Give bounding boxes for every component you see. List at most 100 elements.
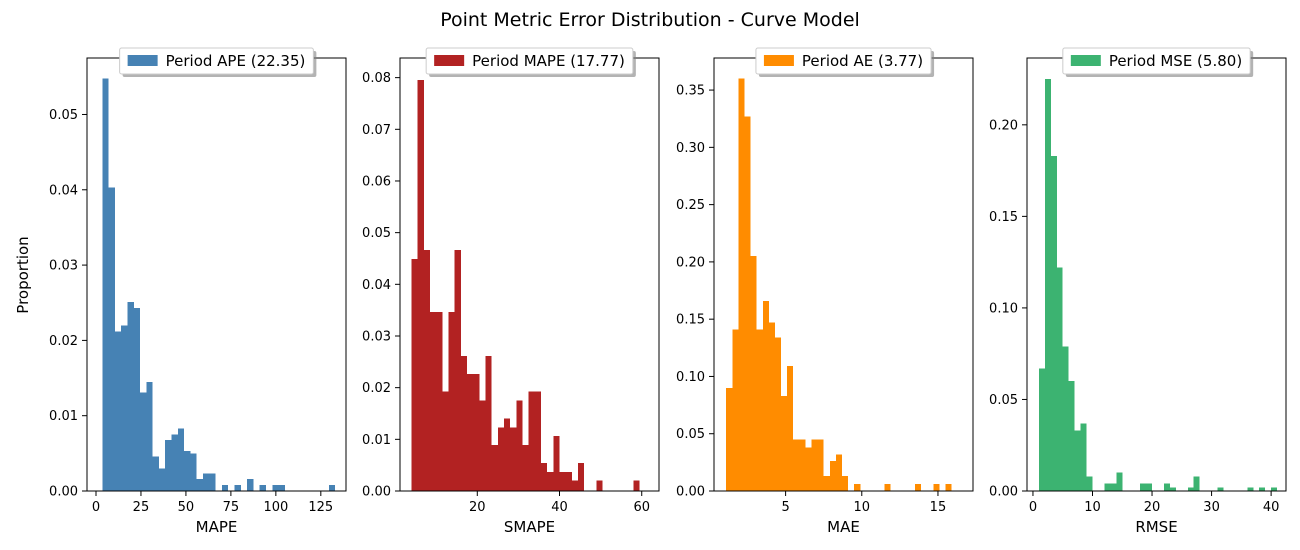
legend-label: Period AE (3.77) bbox=[802, 52, 923, 70]
y-tick-label: 0.00 bbox=[49, 485, 78, 500]
histogram-bar bbox=[915, 484, 922, 491]
y-tick-label: 0.03 bbox=[49, 259, 78, 274]
histogram-bar bbox=[1038, 368, 1045, 491]
histogram-bar bbox=[565, 471, 572, 491]
histogram-bar bbox=[108, 187, 115, 491]
histogram-bar bbox=[522, 445, 529, 491]
y-tick-label: 0.01 bbox=[49, 409, 78, 424]
histogram-bar bbox=[158, 468, 166, 491]
histogram-bar bbox=[738, 78, 745, 491]
subplot-2: 20 40 60 0.00 0.01 0.02 0.03 0.04 0.05 0.06 0.07 0.… bbox=[362, 47, 660, 536]
histogram-bar bbox=[633, 480, 640, 491]
histogram-bar bbox=[497, 427, 505, 491]
histogram-bar bbox=[1086, 476, 1093, 491]
histogram-bar bbox=[1247, 487, 1254, 491]
histogram-bar bbox=[726, 387, 733, 491]
legend-box bbox=[755, 47, 932, 75]
x-axis-label: RMSE bbox=[1135, 518, 1177, 536]
histogram-bar bbox=[793, 439, 800, 491]
legend-swatch bbox=[434, 55, 465, 66]
x-tick-label: 10 bbox=[1084, 500, 1101, 515]
x-tick-label: 40 bbox=[1263, 500, 1280, 515]
y-tick-label: 0.10 bbox=[676, 370, 705, 385]
x-tick-label: 60 bbox=[633, 500, 650, 515]
histogram-bar bbox=[152, 456, 159, 491]
histogram-bar bbox=[328, 484, 336, 491]
histogram-bar bbox=[491, 445, 498, 491]
y-tick-label: 0.15 bbox=[676, 313, 705, 328]
histogram-bar bbox=[417, 80, 424, 491]
subplot-1: 0 25 50 75 100 125 0.00 0.01 0.02 0.03 0.04 0.05 MAP… bbox=[49, 47, 347, 536]
histogram-bar bbox=[448, 312, 455, 491]
y-tick-label: 0.05 bbox=[362, 226, 391, 241]
x-tick-label: 20 bbox=[469, 500, 486, 515]
legend-swatch bbox=[763, 55, 794, 66]
x-tick-label: 10 bbox=[854, 500, 871, 515]
y-tick-label: 0.05 bbox=[49, 108, 78, 123]
histogram-bar bbox=[835, 454, 842, 491]
histogram-bar bbox=[436, 312, 443, 491]
y-tick-label: 0.00 bbox=[362, 485, 391, 500]
histogram-bar bbox=[234, 484, 241, 491]
y-axis-label: Proportion bbox=[14, 236, 32, 313]
legend-box bbox=[1062, 47, 1251, 75]
y-tick-label: 0.08 bbox=[362, 71, 391, 86]
histogram-bar bbox=[190, 453, 197, 491]
x-tick-label: 50 bbox=[178, 500, 195, 515]
histogram-bar bbox=[171, 434, 178, 491]
histogram-bar bbox=[1056, 267, 1063, 491]
histogram-bar bbox=[1074, 430, 1081, 491]
y-tick-label: 0.20 bbox=[676, 255, 705, 270]
subplot-3: 5 10 15 0.00 0.05 0.10 0.15 0.20 0.25 0.30 0.35 MAE… bbox=[676, 47, 974, 536]
y-tick-label: 0.00 bbox=[676, 485, 705, 500]
histogram-bar bbox=[805, 447, 812, 491]
histogram-bar bbox=[945, 484, 952, 491]
x-tick-label: 5 bbox=[781, 500, 789, 515]
histogram-bar bbox=[1217, 487, 1224, 491]
figure-title: Point Metric Error Distribution - Curve … bbox=[440, 9, 860, 31]
histogram-bar bbox=[140, 392, 147, 491]
histogram-bar bbox=[1044, 79, 1051, 492]
histogram-bar bbox=[829, 461, 836, 491]
histogram-bar bbox=[534, 391, 542, 491]
subplot-4: 0 10 20 30 40 0.00 0.05 0.10 0.15 0.20 RMSE Period … bbox=[989, 47, 1287, 536]
histogram-bar bbox=[732, 329, 739, 491]
histogram-bar bbox=[146, 381, 153, 491]
y-tick-label: 0.06 bbox=[362, 174, 391, 189]
legend-label: Period MSE (5.80) bbox=[1109, 52, 1242, 70]
histogram-bar bbox=[411, 258, 418, 491]
y-tick-label: 0.30 bbox=[676, 141, 705, 156]
y-tick-label: 0.07 bbox=[362, 123, 391, 138]
histogram-bar bbox=[559, 471, 566, 491]
y-tick-label: 0.01 bbox=[362, 433, 391, 448]
histogram-bar bbox=[430, 312, 437, 491]
x-tick-label: 30 bbox=[1203, 500, 1220, 515]
y-tick-label: 0.03 bbox=[362, 329, 391, 344]
x-tick-label: 75 bbox=[223, 500, 240, 515]
histogram-bar bbox=[541, 463, 548, 491]
histogram-bar bbox=[485, 356, 492, 491]
histogram-bar bbox=[203, 473, 210, 491]
histogram-bar bbox=[884, 484, 891, 491]
legend-swatch bbox=[1070, 55, 1101, 66]
y-tick-label: 0.15 bbox=[989, 210, 1018, 225]
histogram-bar bbox=[272, 484, 279, 491]
y-tick-label: 0.05 bbox=[989, 393, 1018, 408]
histogram-bar bbox=[165, 439, 172, 491]
histogram-bar bbox=[127, 301, 134, 491]
x-axis-label: MAE bbox=[827, 518, 860, 536]
histogram-bar bbox=[460, 356, 468, 491]
histogram-bar bbox=[841, 476, 849, 491]
histogram-bar bbox=[811, 439, 818, 491]
histogram-bar bbox=[177, 428, 185, 491]
histogram-bar bbox=[454, 250, 461, 491]
y-tick-label: 0.02 bbox=[362, 381, 391, 396]
histogram-bar bbox=[102, 78, 109, 491]
histogram-bar bbox=[596, 480, 603, 491]
y-tick-label: 0.25 bbox=[676, 198, 705, 213]
x-axis-label: SMAPE bbox=[504, 518, 555, 536]
y-tick-label: 0.10 bbox=[989, 301, 1018, 316]
histogram-bar bbox=[1193, 476, 1200, 491]
legend-label: Period MAPE (17.77) bbox=[472, 52, 625, 70]
histogram-bar bbox=[442, 391, 449, 491]
